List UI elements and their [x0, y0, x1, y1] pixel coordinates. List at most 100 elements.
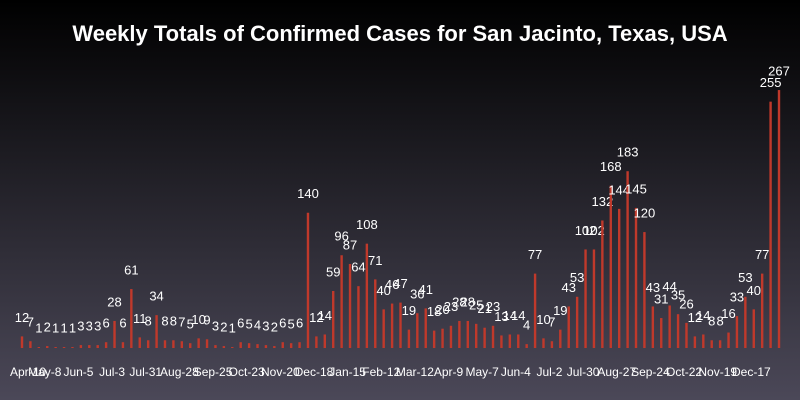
bar	[458, 320, 461, 348]
bar	[357, 286, 360, 348]
bar	[407, 329, 411, 348]
value-label: 25	[469, 297, 483, 312]
value-label: 61	[124, 263, 138, 278]
bar	[180, 341, 184, 348]
bar	[634, 207, 638, 348]
bar	[769, 101, 772, 348]
x-tick-label: Nov-20	[261, 365, 300, 379]
bar	[113, 320, 116, 348]
bar	[777, 90, 781, 348]
bar	[727, 332, 730, 348]
value-label: 40	[747, 283, 761, 298]
value-label: 3	[262, 319, 269, 334]
bar	[449, 325, 453, 348]
value-label: 35	[671, 288, 685, 303]
bar	[685, 322, 688, 348]
bar	[172, 340, 175, 348]
x-tick-label: May-7	[466, 365, 500, 379]
value-label: 28	[452, 294, 466, 309]
bar	[146, 340, 150, 348]
bar	[289, 343, 293, 348]
x-tick-label: Feb-12	[362, 365, 400, 379]
value-label: 43	[646, 280, 660, 295]
bar	[281, 342, 284, 348]
bar	[626, 171, 629, 348]
bar	[693, 336, 697, 348]
value-label: 6	[119, 316, 126, 331]
value-label: 77	[755, 247, 769, 262]
value-label: 5	[245, 317, 252, 332]
bar	[365, 243, 369, 348]
value-label: 7	[548, 315, 555, 330]
bar	[37, 347, 41, 348]
x-tick-label: May-8	[28, 365, 62, 379]
bar	[130, 289, 133, 348]
bar	[247, 343, 251, 348]
bar	[332, 291, 335, 348]
value-label: 14	[503, 308, 517, 323]
value-label: 7	[178, 315, 185, 330]
value-label: 8	[145, 314, 152, 329]
value-label: 168	[600, 159, 622, 174]
value-label: 120	[634, 206, 656, 221]
value-label: 3	[86, 319, 93, 334]
bar	[508, 334, 512, 348]
value-label: 96	[334, 229, 348, 244]
x-tick-label: Jan-15	[329, 365, 366, 379]
bar	[617, 208, 621, 348]
value-label: 132	[592, 194, 614, 209]
x-tick-label: Apr-9	[434, 365, 464, 379]
bar	[517, 334, 520, 348]
bar	[416, 313, 419, 348]
bar	[744, 296, 747, 348]
value-label: 26	[679, 296, 693, 311]
value-label: 3	[94, 319, 101, 334]
x-tick-label: Jul-2	[536, 365, 562, 379]
bar	[542, 338, 545, 348]
bar	[155, 315, 158, 348]
bar	[500, 335, 503, 348]
value-label: 8	[161, 314, 168, 329]
value-label: 43	[561, 280, 575, 295]
value-label: 145	[625, 181, 647, 196]
bar	[441, 328, 444, 348]
bar	[550, 341, 554, 348]
bar	[29, 341, 32, 348]
bar	[651, 306, 655, 348]
bar	[197, 338, 200, 348]
value-label: 18	[427, 304, 441, 319]
value-label: 9	[203, 313, 210, 328]
value-label: 108	[356, 217, 378, 232]
value-label: 41	[418, 282, 432, 297]
x-tick-label: Jul-30	[567, 365, 600, 379]
value-label: 1	[35, 320, 42, 335]
value-label: 16	[721, 306, 735, 321]
bar	[390, 303, 394, 348]
bar	[231, 347, 234, 348]
bar	[273, 346, 276, 348]
bar	[575, 296, 579, 348]
bar	[62, 347, 66, 348]
bar	[46, 346, 49, 348]
value-label: 23	[486, 299, 500, 314]
value-label: 5	[187, 317, 194, 332]
value-label: 64	[351, 260, 365, 275]
value-label: 12	[309, 310, 323, 325]
bar	[424, 308, 427, 348]
x-tick-label: Nov-19	[698, 365, 737, 379]
bar	[71, 347, 74, 348]
bar	[609, 185, 612, 348]
bar	[643, 232, 646, 348]
bar	[660, 318, 663, 348]
bar	[138, 337, 141, 348]
value-label: 1	[229, 320, 236, 335]
value-label: 183	[617, 145, 639, 160]
bar	[20, 336, 24, 348]
value-label: 6	[237, 316, 244, 331]
bar	[374, 279, 377, 348]
x-tick-label: Jul-31	[129, 365, 162, 379]
bar	[382, 309, 385, 348]
value-label: 13	[494, 309, 508, 324]
bar	[222, 346, 226, 348]
value-label: 12	[15, 310, 29, 325]
